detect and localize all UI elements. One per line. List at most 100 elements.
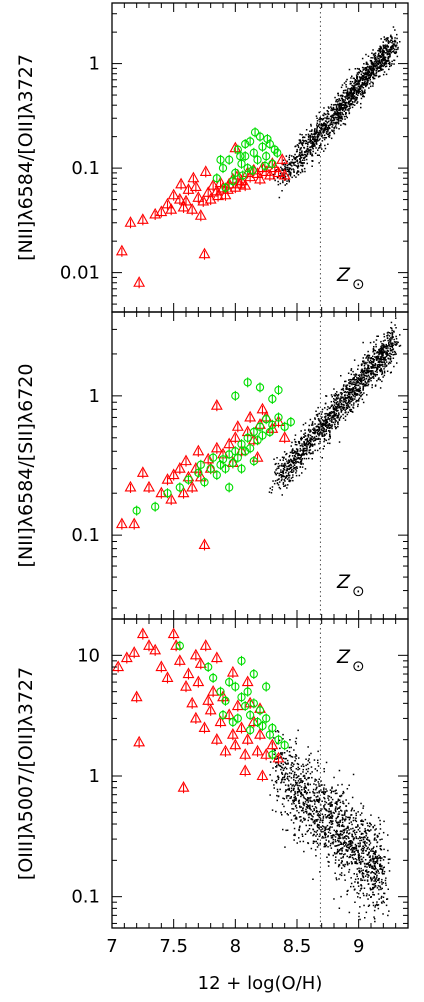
sdss-point — [360, 394, 362, 397]
sdss-point — [286, 759, 289, 762]
sdss-point — [369, 377, 372, 379]
sdss-point — [375, 357, 377, 359]
sdss-point — [365, 829, 367, 832]
sdss-point — [381, 353, 383, 355]
sdss-point — [323, 428, 325, 430]
sdss-point — [354, 375, 356, 377]
sdss-point — [370, 362, 372, 364]
sdss-point — [376, 65, 379, 67]
sdss-point — [327, 133, 329, 136]
sdss-point — [365, 835, 367, 837]
sdss-point — [278, 196, 281, 199]
sdss-point — [362, 76, 365, 78]
sdss-point — [392, 26, 395, 28]
sdss-point — [390, 327, 392, 329]
sdss-point — [321, 435, 324, 437]
sdss-point — [328, 414, 330, 417]
sdss-point — [350, 391, 353, 394]
sdss-point — [367, 63, 369, 66]
sdss-point — [366, 848, 368, 850]
sdss-point — [385, 38, 387, 40]
sdss-point — [370, 379, 372, 382]
sdss-point — [365, 77, 367, 80]
sdss-point — [375, 850, 377, 852]
sdss-point — [390, 360, 393, 363]
sdss-point — [363, 836, 366, 838]
sdss-point — [348, 837, 350, 839]
sdss-point — [287, 473, 290, 475]
sdss-point — [305, 791, 307, 793]
sdss-point — [335, 127, 338, 129]
sdss-point — [311, 815, 313, 817]
sdss-point — [301, 794, 303, 796]
sdss-point — [366, 74, 368, 76]
sdss-point — [345, 107, 348, 109]
sdss-point — [340, 94, 342, 97]
panel-nii-sii-ylabel: [NII]λ6584/[SII]λ6720 — [15, 364, 37, 568]
sdss-point — [327, 865, 330, 867]
sdss-point — [290, 766, 293, 769]
sdss-point — [385, 343, 387, 346]
sdss-point — [382, 913, 384, 915]
sdss-point — [350, 82, 352, 85]
sdss-point — [382, 59, 385, 62]
sdss-point — [353, 829, 356, 832]
sdss-point — [380, 356, 382, 358]
sdss-point — [302, 803, 304, 805]
sdss-point — [369, 69, 371, 71]
sdss-point — [296, 156, 298, 158]
sdss-point — [321, 416, 323, 418]
sdss-point — [376, 373, 378, 376]
sdss-point — [379, 353, 381, 355]
sdss-point — [378, 352, 380, 355]
sdss-point — [294, 740, 297, 743]
sdss-point — [305, 134, 307, 136]
sdss-point — [302, 448, 305, 450]
sdss-point — [335, 117, 338, 119]
sdss-point — [365, 845, 367, 847]
sdss-point — [355, 845, 358, 847]
sdss-point — [364, 844, 366, 846]
sdss-point — [384, 58, 387, 61]
sdss-point — [299, 445, 302, 447]
sdss-point — [322, 137, 324, 139]
sdss-point — [279, 172, 282, 175]
sdss-point — [345, 80, 347, 83]
sdss-point — [293, 779, 295, 781]
sdss-point — [310, 149, 312, 151]
sdss-point — [347, 405, 350, 407]
sdss-point — [309, 453, 312, 455]
sdss-point — [344, 419, 347, 421]
sdss-point — [357, 842, 359, 845]
sdss-point — [337, 837, 339, 840]
sdss-point — [285, 458, 287, 460]
sdss-point — [359, 387, 361, 390]
sdss-point — [343, 818, 345, 821]
y-tick-label: 0.1 — [71, 525, 100, 546]
sdss-point — [390, 349, 392, 352]
sdss-point — [284, 485, 286, 487]
sdss-point — [378, 832, 381, 835]
sdss-point — [324, 828, 327, 830]
sdss-point — [278, 776, 280, 779]
sdss-point — [383, 820, 385, 823]
sdss-point — [321, 791, 323, 793]
sdss-point — [333, 413, 335, 415]
sdss-point — [305, 438, 308, 441]
sdss-point — [380, 866, 382, 868]
sdss-point — [292, 155, 295, 158]
sdss-point — [283, 485, 285, 487]
sdss-point — [300, 792, 303, 795]
sdss-point — [337, 115, 339, 117]
sdss-point — [360, 867, 362, 870]
sdss-point — [334, 395, 336, 397]
sdss-point — [375, 70, 377, 72]
sdss-point — [343, 404, 345, 406]
sdss-point — [299, 142, 301, 144]
sdss-point — [324, 425, 327, 427]
sdss-point — [287, 775, 289, 778]
sdss-point — [390, 46, 392, 49]
sdss-point — [356, 393, 359, 395]
sdss-point — [318, 797, 321, 800]
